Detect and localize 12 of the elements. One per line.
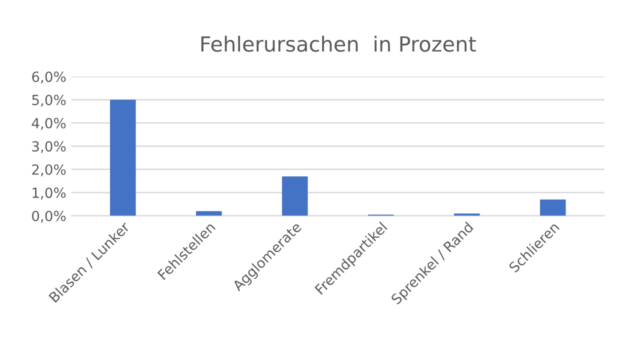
y-tick-label: 1,0% (32, 188, 66, 200)
y-tick-label: 5,0% (32, 94, 66, 107)
y-tick-label: 2,0% (32, 164, 66, 176)
bar (196, 211, 222, 216)
y-tick-label: 0,0% (32, 210, 66, 223)
bar (110, 100, 136, 216)
y-tick-label: 4,0% (32, 118, 66, 130)
y-tick-label: 3,0% (32, 141, 66, 154)
bar (282, 176, 308, 216)
bar (540, 200, 566, 216)
chart-title: Fehlerursachen in Prozent (201, 36, 476, 52)
y-tick-label: 6,0% (32, 72, 66, 84)
